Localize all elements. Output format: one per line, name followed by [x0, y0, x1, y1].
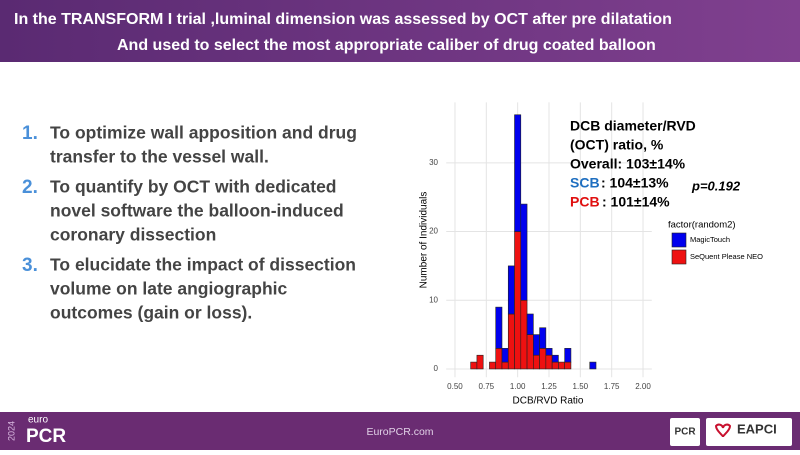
list-text: volume on late angiographic — [50, 279, 288, 299]
bar — [551, 361, 559, 370]
legend-title: factor(random2) — [668, 220, 736, 231]
bar — [501, 361, 509, 370]
footer-brand-top: euro — [28, 415, 48, 426]
header-title: In the TRANSFORM I trial ,luminal dimens… — [14, 11, 672, 28]
bar — [551, 354, 559, 363]
bar — [526, 313, 534, 335]
bar — [539, 348, 547, 370]
list-text: To quantify by OCT with dedicated — [50, 177, 337, 197]
bar — [514, 231, 522, 370]
list-text: novel software the balloon-induced — [50, 201, 344, 221]
annotation: SCB — [570, 175, 600, 191]
x-tick-label: 1.25 — [541, 382, 557, 391]
x-axis-label: DCB/RVD Ratio — [513, 396, 584, 407]
annotation: DCB diameter/RVD — [570, 118, 696, 134]
annotation: PCB — [570, 194, 600, 210]
x-tick-label: 0.75 — [479, 382, 495, 391]
annotation: (OCT) ratio, % — [570, 137, 664, 153]
legend-label: MagicTouch — [690, 235, 730, 244]
y-tick-label: 0 — [434, 364, 439, 373]
y-tick-label: 10 — [429, 295, 438, 304]
plot-panel — [449, 100, 654, 380]
legend-swatch — [671, 249, 687, 265]
bar — [507, 265, 515, 315]
list-text: outcomes (gain or loss). — [50, 303, 252, 323]
bar — [507, 313, 515, 370]
header-bar — [0, 0, 800, 62]
x-tick-label: 1.00 — [510, 382, 526, 391]
bar — [564, 361, 572, 370]
y-tick-label: 20 — [429, 227, 438, 236]
bar — [564, 348, 572, 363]
list-text: coronary dissection — [50, 225, 216, 245]
footer-year: 2024 — [6, 421, 16, 441]
x-tick-label: 1.50 — [573, 382, 589, 391]
bar — [495, 306, 503, 349]
bar — [545, 354, 553, 370]
annotation: : 101±14% — [602, 194, 670, 210]
bar — [501, 348, 509, 363]
list-text: To elucidate the impact of dissection — [50, 255, 356, 275]
logo-box — [670, 418, 700, 446]
bar — [533, 334, 540, 356]
bar — [558, 361, 565, 370]
x-tick-label: 2.00 — [635, 382, 651, 391]
y-axis-label: Number of Individuals — [419, 192, 430, 289]
annotation: Overall: 103±14% — [570, 156, 686, 172]
bar — [533, 354, 540, 370]
legend-swatch — [671, 232, 687, 248]
bar — [476, 354, 484, 370]
bar — [514, 114, 522, 232]
footer-brand: PCR — [26, 426, 66, 447]
bar — [489, 361, 497, 370]
x-tick-label: 1.75 — [604, 382, 620, 391]
annotation: : 104±13% — [601, 175, 669, 191]
bar — [470, 361, 478, 370]
legend-label: SeQuent Please NEO — [690, 252, 763, 261]
bar — [520, 299, 528, 370]
list-text: transfer to the vessel wall. — [50, 147, 269, 167]
p-value: p=0.192 — [691, 178, 741, 193]
bar — [526, 334, 534, 370]
bar — [589, 361, 597, 370]
logo-text: PCR — [674, 427, 696, 438]
y-tick-label: 30 — [429, 158, 438, 167]
x-tick-label: 0.50 — [447, 382, 463, 391]
footer-bar — [0, 412, 800, 450]
list-number: 2. — [22, 177, 38, 198]
header-title: And used to select the most appropriate … — [117, 37, 656, 54]
list-text: To optimize wall apposition and drug — [50, 123, 357, 143]
list-number: 1. — [22, 123, 38, 144]
bar — [495, 348, 503, 370]
bar — [520, 203, 528, 301]
heart-icon — [714, 423, 732, 438]
bar — [545, 348, 553, 356]
logo-text: EAPCI — [737, 421, 777, 436]
footer-url: EuroPCR.com — [366, 426, 433, 438]
list-number: 3. — [22, 255, 38, 276]
bar — [539, 327, 547, 349]
